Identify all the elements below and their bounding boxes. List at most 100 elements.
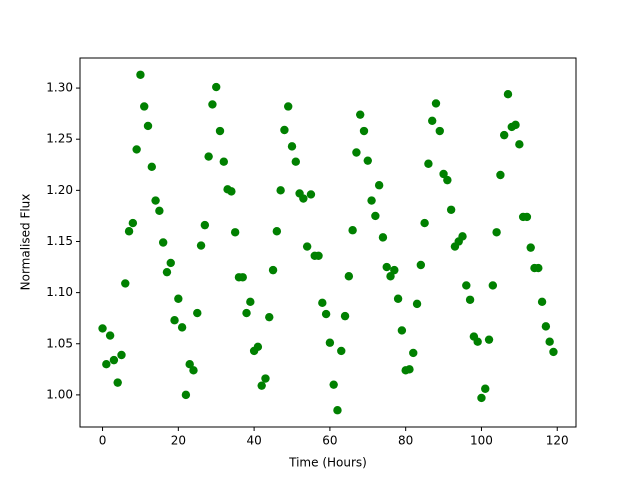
point [166, 258, 175, 268]
point [113, 378, 122, 387]
point [465, 295, 475, 304]
point [393, 294, 403, 303]
point [174, 294, 183, 303]
point [302, 242, 312, 251]
point [397, 326, 407, 335]
point [545, 337, 554, 346]
y-tick-label: 1.10 [46, 285, 73, 299]
point [128, 218, 138, 228]
point [280, 125, 289, 135]
point [276, 186, 285, 195]
x-axis-label: Time (Hours) [288, 456, 367, 470]
point [299, 194, 308, 203]
point [446, 205, 456, 214]
point [208, 100, 217, 109]
y-tick-label: 1.15 [46, 234, 73, 248]
point [261, 374, 270, 383]
point [98, 324, 107, 333]
point [257, 381, 266, 390]
point [496, 170, 505, 180]
plot-frame [79, 57, 577, 428]
point [484, 335, 494, 344]
point [473, 337, 482, 346]
point [242, 308, 251, 318]
point [265, 312, 274, 322]
point [215, 126, 225, 136]
point [162, 267, 172, 277]
point [515, 140, 524, 149]
point [321, 309, 331, 319]
point [405, 365, 414, 374]
point [200, 220, 210, 230]
point [325, 338, 335, 347]
point [196, 241, 206, 250]
point [511, 120, 520, 130]
point [458, 232, 467, 241]
point [143, 121, 153, 131]
y-tick-label: 1.00 [46, 387, 73, 401]
point [284, 102, 293, 111]
point [140, 102, 149, 111]
point [386, 272, 395, 281]
point [291, 157, 300, 166]
point [136, 70, 145, 79]
point [121, 279, 130, 288]
point [390, 265, 399, 275]
point [363, 156, 372, 165]
point [306, 190, 316, 199]
point [124, 227, 134, 236]
point [435, 126, 444, 136]
point [541, 322, 551, 331]
point [499, 130, 509, 140]
point [492, 228, 501, 237]
point [420, 218, 429, 228]
point [340, 311, 350, 321]
point [488, 281, 498, 290]
point [329, 380, 338, 389]
point [158, 238, 168, 247]
point [374, 181, 384, 190]
point [132, 145, 141, 154]
y-tick-label: 1.05 [46, 336, 73, 350]
point [204, 152, 213, 161]
y-tick-label: 1.20 [46, 183, 73, 197]
point [412, 299, 422, 309]
point [177, 323, 187, 332]
point [356, 110, 365, 119]
point [462, 281, 471, 290]
y-axis-label: Normalised Flux [19, 194, 33, 291]
point [337, 346, 346, 356]
point [431, 99, 441, 108]
point [151, 196, 160, 205]
point [367, 196, 376, 205]
x-tick-label: 20 [171, 434, 186, 448]
point [503, 90, 513, 99]
point [230, 228, 240, 237]
point [382, 262, 391, 272]
point [272, 227, 282, 236]
point [522, 212, 532, 222]
point [268, 265, 278, 275]
point [287, 142, 297, 151]
point [359, 126, 369, 136]
point [371, 211, 380, 221]
point [416, 260, 426, 270]
point [219, 157, 228, 166]
x-tick-label: 0 [99, 434, 107, 448]
point [246, 297, 255, 307]
point [189, 366, 198, 375]
point [117, 350, 126, 360]
point [534, 263, 543, 273]
point [477, 393, 486, 403]
point [155, 206, 164, 215]
point [238, 273, 247, 282]
point [352, 148, 361, 157]
point [253, 342, 263, 352]
x-tick-label: 120 [546, 434, 569, 448]
point [443, 175, 452, 185]
point [170, 316, 179, 325]
point [537, 297, 547, 307]
point [318, 298, 327, 308]
x-tick-label: 100 [470, 434, 493, 448]
